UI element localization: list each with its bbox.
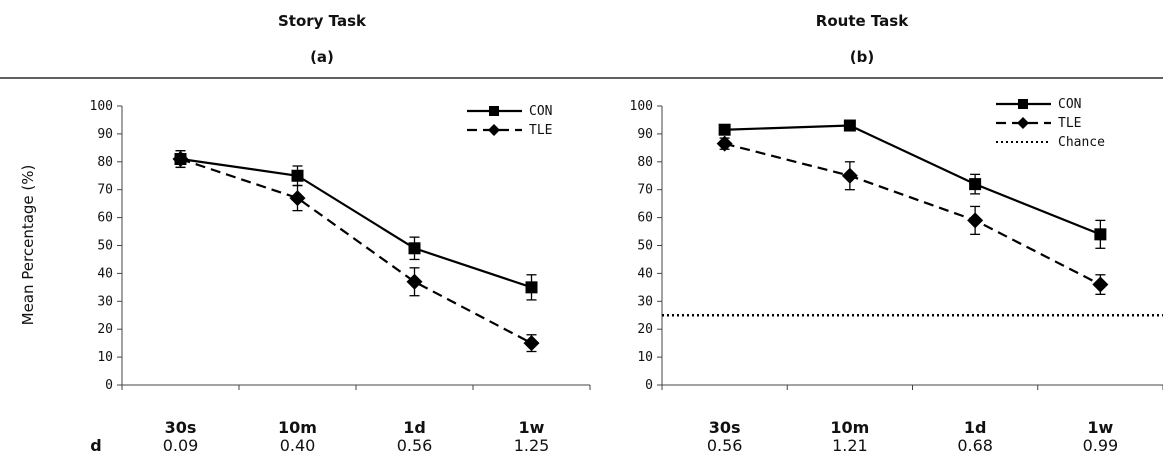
y-tick-label: 80: [97, 155, 113, 170]
legend-marker: [488, 124, 500, 136]
effect-size-value: 0.56: [707, 436, 743, 455]
legend-marker: [489, 106, 499, 116]
y-tick-label: 30: [637, 294, 653, 309]
y-tick-label: 0: [105, 378, 113, 393]
y-tick-label: 50: [97, 239, 113, 254]
legend-label: Chance: [1058, 135, 1105, 150]
effect-size-value: 1.21: [832, 436, 868, 455]
data-point-tle: [523, 335, 540, 352]
y-tick-label: 90: [97, 127, 113, 142]
x-tick-label: 30s: [709, 418, 741, 437]
series-line-tle: [180, 157, 533, 345]
panel-a-title: Story Task: [278, 12, 367, 30]
data-point-con: [1094, 228, 1107, 241]
y-tick-label: 100: [630, 99, 653, 114]
data-point-con: [525, 281, 538, 294]
panel-b-subtitle: (b): [850, 48, 874, 66]
x-tick-label: 30s: [165, 418, 197, 437]
data-point-con: [291, 169, 304, 182]
y-tick-label: 80: [637, 155, 653, 170]
series-line-tle: [724, 142, 1101, 286]
data-point-con: [408, 242, 421, 255]
y-tick-label: 60: [97, 211, 113, 226]
panel-a-subtitle: (a): [310, 48, 334, 66]
panel-b-plot: 0 10 20 30 40 50 60 70 80 90 100 30s 10m 1d 1w 0.56 1.21…: [630, 97, 1163, 455]
y-tick-label: 0: [645, 378, 653, 393]
y-tick-label: 100: [90, 99, 113, 114]
y-tick-label: 20: [637, 322, 653, 337]
effect-size-value: 0.09: [163, 436, 199, 455]
legend-marker: [1017, 117, 1029, 129]
y-tick-label: 70: [637, 183, 653, 198]
data-point-tle: [967, 212, 984, 229]
y-tick-label: 70: [97, 183, 113, 198]
panel-b-title: Route Task: [816, 12, 909, 30]
data-point-tle: [172, 151, 189, 168]
legend-label: TLE: [529, 123, 552, 138]
effect-size-value: 0.68: [957, 436, 993, 455]
panel-a-plot: 0 10 20 30 40 50 60 70 80 90 100 30s 10m 1d 1w 0.09 0.40…: [90, 99, 591, 455]
data-point-con: [843, 119, 856, 132]
series-line-con: [180, 157, 532, 289]
y-axis-label: Mean Percentage (%): [19, 165, 37, 326]
legend-marker: [1018, 99, 1028, 109]
x-tick-label: 1d: [403, 418, 426, 437]
y-tick-label: 20: [97, 322, 113, 337]
y-tick-label: 40: [97, 266, 113, 281]
series-line-con: [724, 124, 1101, 236]
y-tick-label: 60: [637, 211, 653, 226]
y-tick-label: 90: [637, 127, 653, 142]
x-tick-label: 1w: [1087, 418, 1113, 437]
x-tick-label: 1d: [964, 418, 987, 437]
y-tick-label: 10: [637, 350, 653, 365]
effect-size-value: 0.40: [280, 436, 316, 455]
effect-size-value: 1.25: [514, 436, 550, 455]
data-point-con: [718, 123, 731, 136]
legend-label: CON: [1058, 97, 1081, 112]
x-tick-label: 10m: [278, 418, 317, 437]
x-tick-label: 1w: [519, 418, 545, 437]
effect-size-value: 0.99: [1083, 436, 1119, 455]
data-point-tle: [406, 273, 423, 290]
legend-label: TLE: [1058, 116, 1081, 131]
x-tick-label: 10m: [830, 418, 869, 437]
y-tick-label: 40: [637, 266, 653, 281]
data-point-tle: [289, 190, 306, 207]
data-point-con: [969, 178, 982, 191]
y-tick-label: 50: [637, 239, 653, 254]
data-point-tle: [841, 167, 858, 184]
y-tick-label: 30: [97, 294, 113, 309]
effect-size-value: 0.56: [397, 436, 433, 455]
data-point-tle: [716, 135, 733, 152]
effect-size-label: d: [90, 436, 101, 455]
legend-label: CON: [529, 104, 552, 119]
data-point-tle: [1092, 276, 1109, 293]
y-tick-label: 10: [97, 350, 113, 365]
